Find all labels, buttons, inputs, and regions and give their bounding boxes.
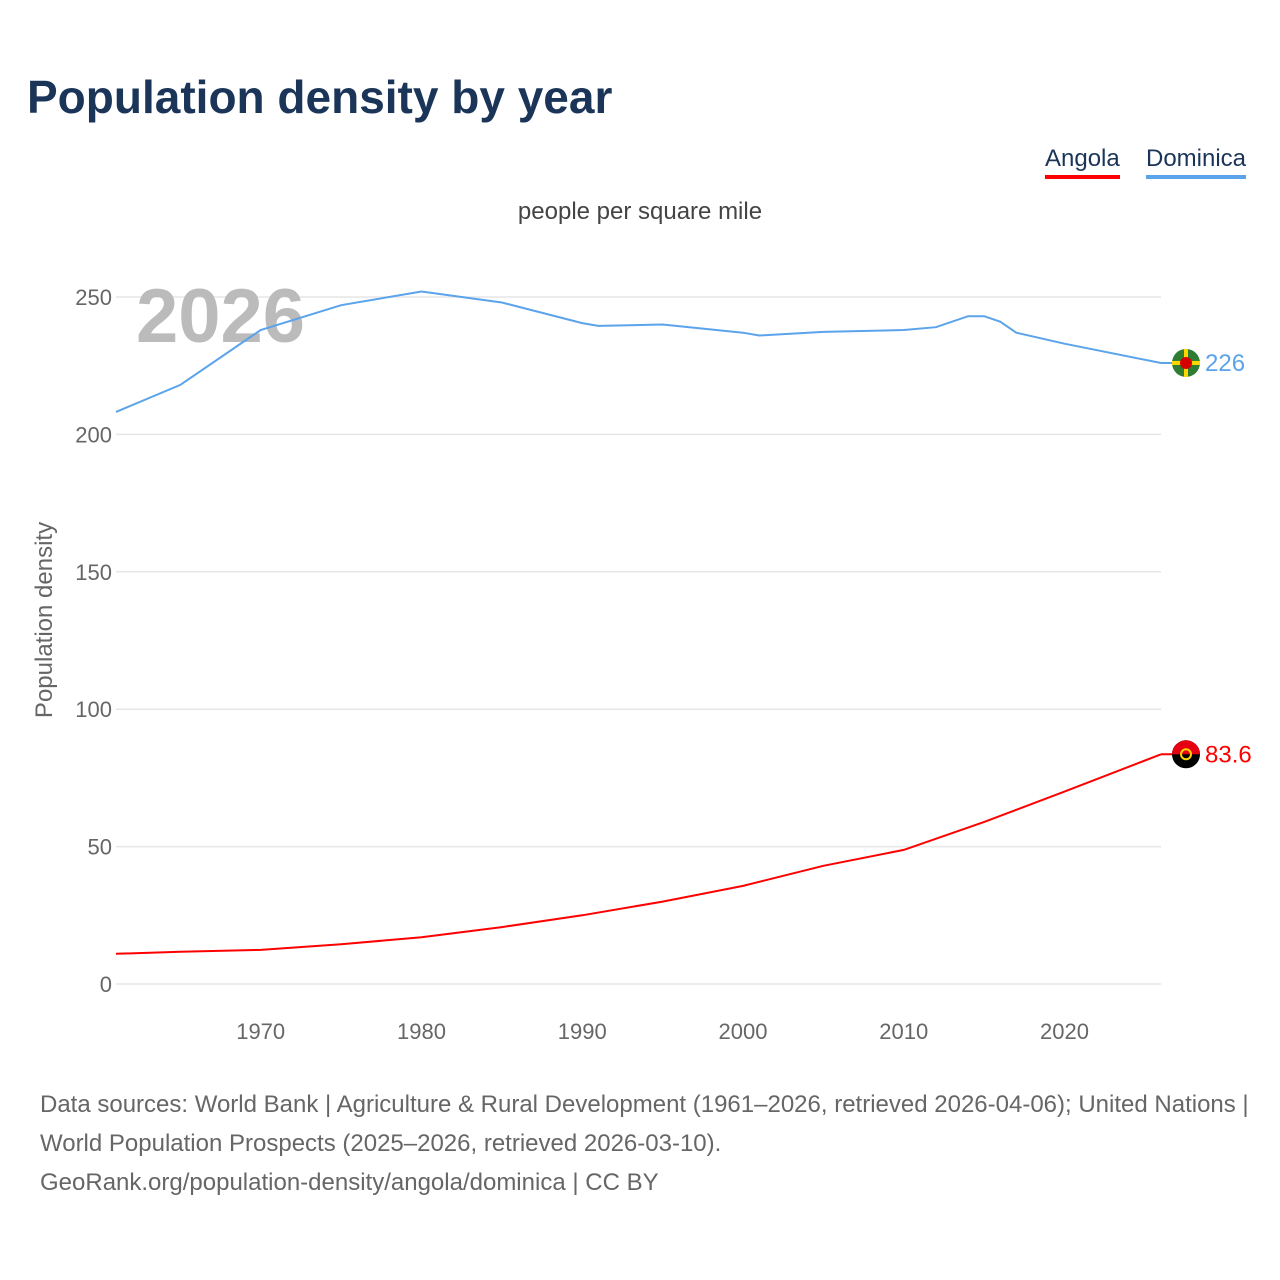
end-label-dominica: 226	[1205, 350, 1245, 377]
y-tick-label: 200	[75, 422, 112, 447]
x-tick-label: 2020	[1040, 1019, 1089, 1044]
angola-flag-icon	[1172, 740, 1200, 769]
y-tick-label: 0	[100, 972, 112, 997]
y-axis-label: Population density	[31, 522, 58, 718]
end-label-angola: 83.6	[1205, 741, 1252, 768]
legend-item-dominica[interactable]: Dominica	[1146, 145, 1247, 179]
data-sources: Data sources: World Bank | Agriculture &…	[40, 1091, 1249, 1157]
source-link[interactable]: GeoRank.org/population-density/angola/do…	[40, 1169, 659, 1196]
x-tick-label: 2010	[879, 1019, 928, 1044]
x-tick-label: 1990	[558, 1019, 607, 1044]
series-line-angola[interactable]	[115, 753, 1162, 955]
x-tick-label: 1980	[397, 1019, 446, 1044]
y-tick-label: 50	[88, 835, 112, 860]
x-tick-label: 2000	[719, 1019, 768, 1044]
footer: Data sources: World Bank | Agriculture &…	[40, 1085, 1250, 1202]
y-tick-label: 250	[75, 285, 112, 310]
x-tick-label: 1970	[236, 1019, 285, 1044]
chart-title: Population density by year	[27, 71, 613, 123]
y-tick-label: 150	[75, 560, 112, 585]
y-tick-label: 100	[75, 697, 112, 722]
year-watermark: 2026	[136, 274, 305, 359]
dominica-flag-icon	[1172, 348, 1200, 377]
legend-item-angola[interactable]: Angola	[1045, 145, 1120, 179]
chart-subtitle: people per square mile	[517, 198, 763, 225]
series-line-dominica[interactable]	[115, 290, 1162, 413]
